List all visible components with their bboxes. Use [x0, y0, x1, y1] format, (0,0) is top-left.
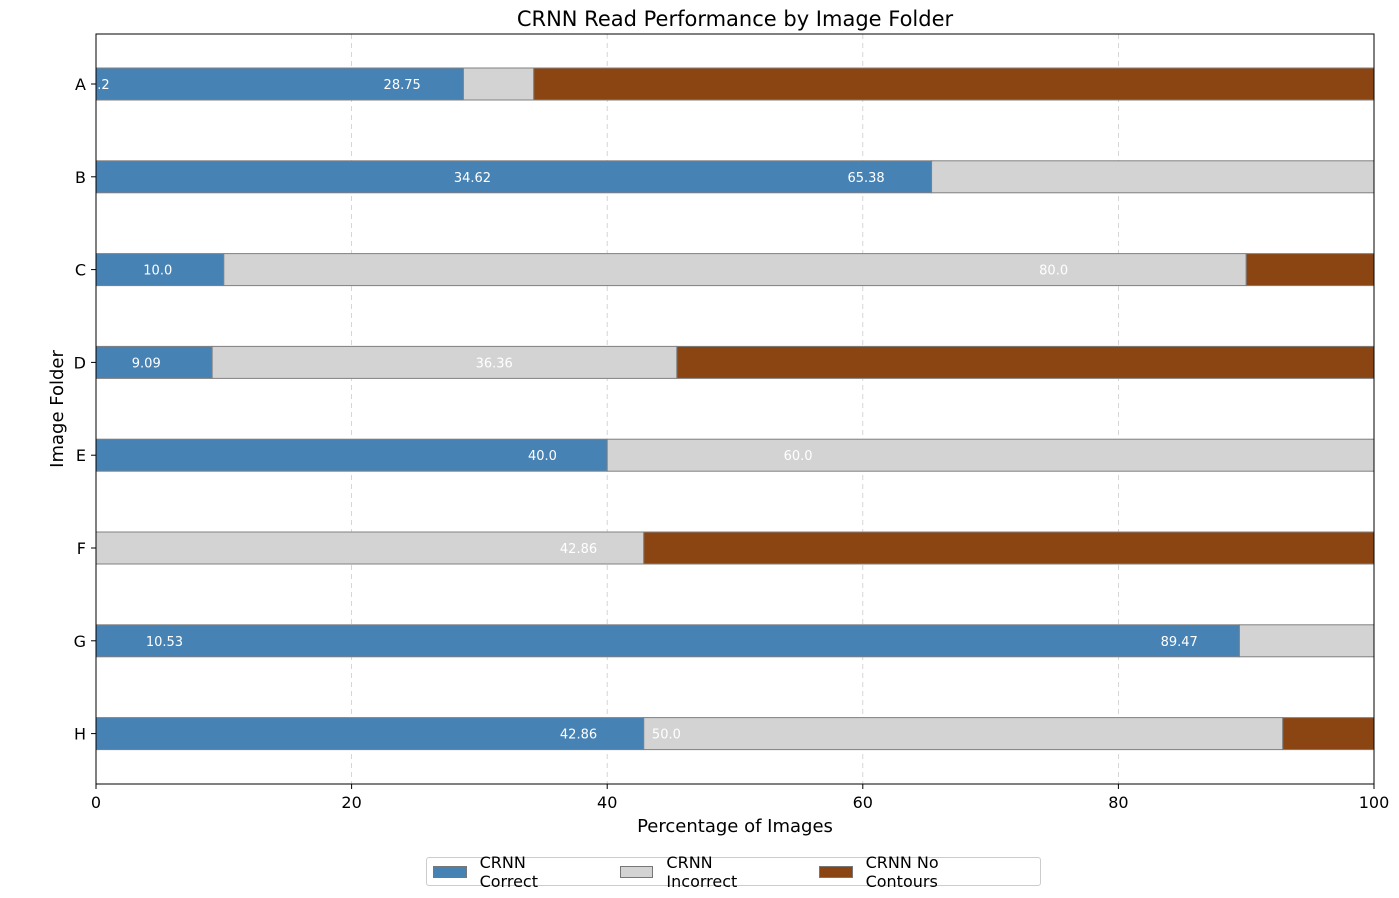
bar-f-crnn-no-contours — [643, 531, 1375, 565]
bar-g-crnn-correct — [95, 624, 1240, 658]
bar-d-crnn-correct — [95, 345, 213, 379]
data-label-g-11: 10.53 — [146, 635, 183, 650]
data-label-e-8: 40.0 — [528, 449, 557, 464]
bar-c-crnn-incorrect — [223, 253, 1247, 287]
x-axis-label: Percentage of Images — [637, 816, 833, 837]
bar-b-crnn-incorrect — [931, 160, 1375, 194]
legend-swatch-incorrect — [619, 865, 654, 878]
y-tick-label-h: H — [74, 725, 86, 744]
bar-c-crnn-no-contours — [1245, 253, 1375, 287]
x-axis-ticks: 0 20 40 60 80 100 — [91, 784, 1389, 812]
grid-lines — [351, 34, 1119, 784]
bar-f-crnn-incorrect — [95, 531, 645, 565]
bars — [95, 67, 1375, 751]
bar-a-crnn-no-contours — [533, 67, 1375, 101]
legend-item-correct: CRNN Correct — [433, 853, 588, 891]
legend-item-incorrect: CRNN Incorrect — [619, 852, 787, 891]
legend: CRNN Correct CRNN Incorrect CRNN No Cont… — [426, 853, 1041, 891]
data-label-a-1: 28.75 — [384, 78, 421, 93]
bar-e-crnn-correct — [95, 438, 608, 472]
data-label-b-2: 34.62 — [454, 171, 491, 186]
plot-area-frame — [95, 33, 1375, 785]
bar-h-crnn-no-contours — [1282, 717, 1375, 751]
data-label-d-7: 36.36 — [476, 356, 513, 371]
x-tick-label-60: 60 — [853, 793, 873, 812]
legend-swatch-correct — [433, 865, 467, 878]
data-label-g-12: 89.47 — [1161, 635, 1198, 650]
bar-h-crnn-correct — [95, 717, 645, 751]
data-label-b-3: 65.38 — [847, 171, 884, 186]
x-tick-label-100: 100 — [1359, 793, 1390, 812]
chart-title: CRNN Read Performance by Image Folder — [517, 7, 954, 31]
y-axis-ticks: A B C D E F G H — [74, 75, 96, 744]
data-label-h-13: 42.86 — [560, 728, 597, 743]
y-tick-label-a: A — [75, 75, 86, 94]
y-tick-label-d: D — [74, 353, 86, 372]
data-label-d-6: 9.09 — [132, 356, 161, 371]
data-label-a-0: .2 — [97, 78, 109, 93]
data-label-f-10: 42.86 — [560, 542, 597, 557]
data-label-e-9: 60.0 — [784, 449, 813, 464]
x-tick-label-0: 0 — [91, 793, 101, 812]
bar-g-crnn-incorrect — [1238, 624, 1375, 658]
data-labels: .2 28.75 34.62 65.38 10.0 80.0 9.09 36.36 40.0 60… — [97, 78, 1198, 743]
bar-d-crnn-no-contours — [676, 345, 1375, 379]
bar-b-crnn-correct — [95, 160, 933, 194]
legend-label-incorrect: CRNN Incorrect — [666, 852, 738, 891]
y-tick-label-e: E — [76, 446, 86, 465]
data-label-h-14: 50.0 — [652, 728, 681, 743]
data-label-c-4: 10.0 — [143, 264, 172, 279]
legend-label-correct: CRNN Correct — [479, 852, 538, 891]
legend-item-no-contours: CRNN No Contours — [819, 853, 1014, 891]
bar-d-crnn-incorrect — [211, 345, 678, 379]
bar-e-crnn-incorrect — [606, 438, 1375, 472]
y-tick-label-c: C — [75, 261, 86, 280]
y-axis-label: Image Folder — [47, 350, 68, 468]
data-label-c-5: 80.0 — [1039, 264, 1068, 279]
legend-label-no-contours: CRNN No Contours — [865, 852, 939, 891]
x-tick-label-80: 80 — [1108, 793, 1128, 812]
bar-a-crnn-incorrect — [462, 67, 535, 101]
y-tick-label-f: F — [77, 539, 86, 558]
legend-swatch-no-contours — [819, 865, 853, 878]
x-tick-label-40: 40 — [597, 793, 617, 812]
y-tick-label-b: B — [75, 168, 86, 187]
bar-a-crnn-correct — [95, 67, 464, 101]
x-tick-label-20: 20 — [341, 793, 361, 812]
bar-h-crnn-incorrect — [643, 717, 1284, 751]
y-tick-label-g: G — [74, 632, 86, 651]
